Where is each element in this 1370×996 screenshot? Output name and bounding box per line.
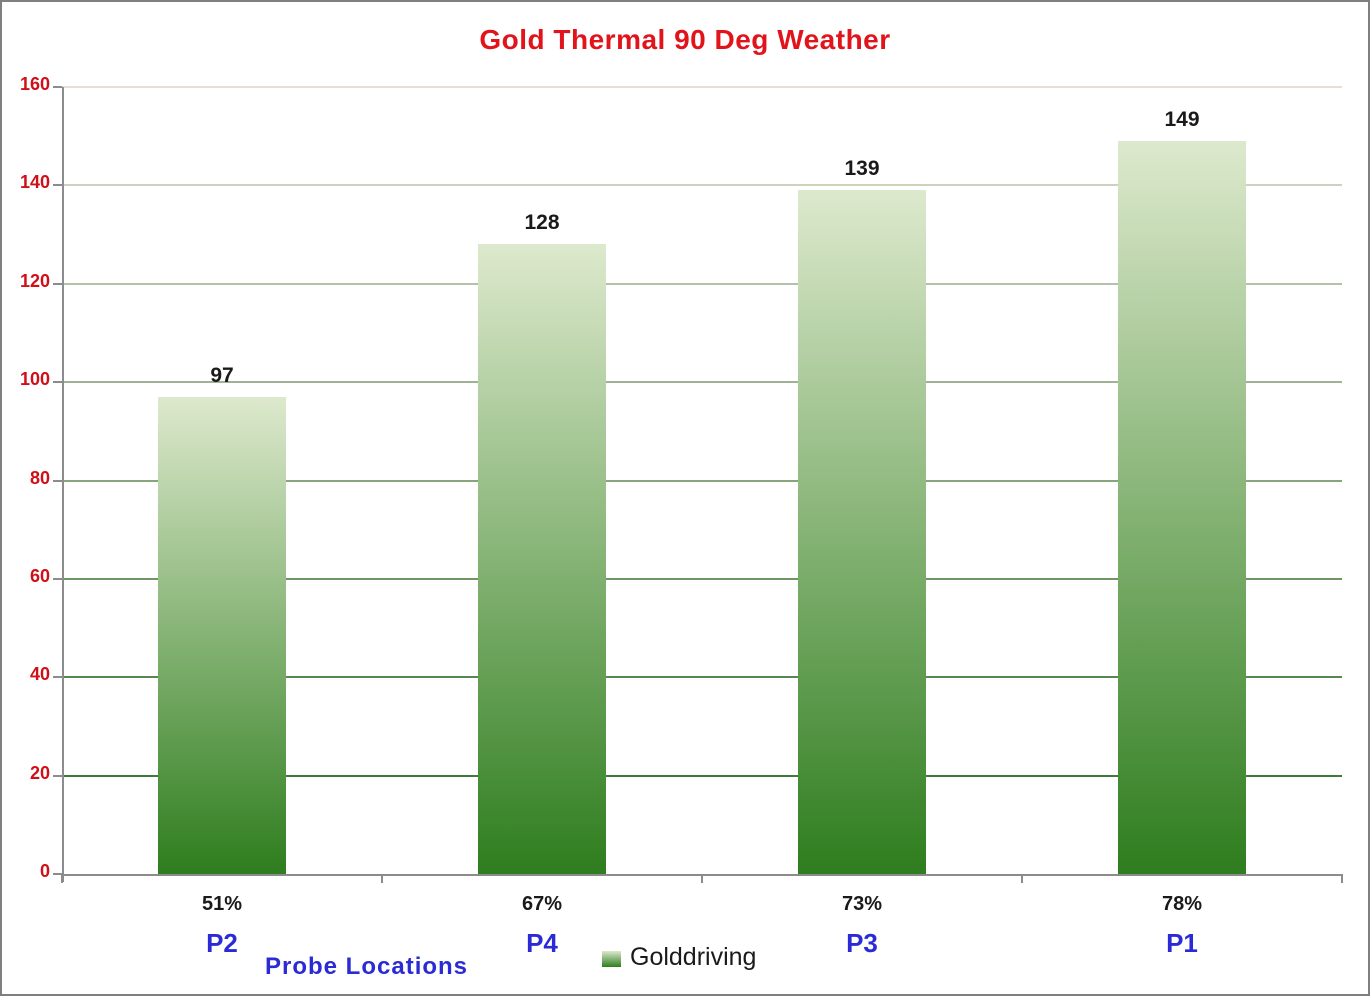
x-axis-tick-mark [701, 874, 703, 883]
legend: Golddriving [602, 943, 756, 972]
y-axis-tick-mark [53, 774, 62, 777]
bar-value-label: 97 [210, 363, 234, 387]
category-label: 67% [521, 893, 563, 915]
category-sublabel: P2 [206, 928, 238, 958]
x-axis-title: Probe Locations [265, 953, 469, 980]
y-axis-tick-mark [53, 86, 62, 88]
category-sublabel: P4 [526, 928, 558, 958]
bar-value-label: 128 [524, 211, 560, 235]
y-axis-tick-label: 120 [19, 270, 50, 291]
x-axis-tick-mark [381, 874, 383, 883]
y-axis-tick-label: 0 [39, 861, 50, 881]
category-label: 51% [201, 893, 243, 915]
gridline-80 [62, 479, 1342, 482]
category-label: 78% [1161, 893, 1203, 915]
gridline-120 [62, 282, 1342, 285]
y-axis-tick-mark [53, 577, 62, 580]
category-sublabel: P1 [1166, 928, 1198, 958]
bar-P2 [158, 396, 286, 874]
y-axis-tick-mark [53, 184, 62, 187]
gridline-20 [62, 774, 1342, 777]
x-axis-tick-mark [1021, 874, 1023, 883]
gridline-60 [62, 577, 1342, 580]
y-axis-tick-label: 40 [29, 664, 50, 685]
y-axis-line [62, 87, 64, 882]
y-axis-tick-mark [53, 479, 62, 482]
bar-P1 [1118, 141, 1246, 874]
y-axis-tick-mark [53, 282, 62, 285]
gridline-40 [62, 676, 1342, 679]
y-axis-tick-label: 100 [19, 369, 50, 390]
y-axis-tick-mark [53, 381, 62, 384]
chart-title: Gold Thermal 90 Deg Weather [479, 24, 891, 55]
bar-value-label: 149 [1164, 108, 1200, 132]
category-sublabel: P3 [846, 928, 878, 958]
category-label: 73% [841, 893, 883, 915]
x-axis-tick-mark [61, 874, 63, 883]
bar-P3 [798, 190, 926, 874]
y-axis-tick-mark [53, 676, 62, 679]
legend-label: Golddriving [630, 943, 757, 971]
y-axis-tick-mark [53, 873, 62, 875]
y-axis-tick-label: 80 [29, 467, 50, 488]
y-axis-tick-label: 160 [19, 74, 50, 94]
gridline-140 [62, 184, 1342, 187]
legend-swatch-icon [602, 950, 621, 967]
y-axis-tick-label: 140 [19, 172, 50, 193]
bar-value-label: 139 [844, 157, 880, 181]
gridline-100 [62, 381, 1342, 384]
bar-P4 [478, 244, 606, 874]
x-axis-tick-mark [1341, 874, 1343, 883]
gridline-160 [62, 86, 1342, 88]
y-axis-tick-label: 20 [29, 762, 50, 783]
y-axis-tick-label: 60 [29, 565, 50, 586]
